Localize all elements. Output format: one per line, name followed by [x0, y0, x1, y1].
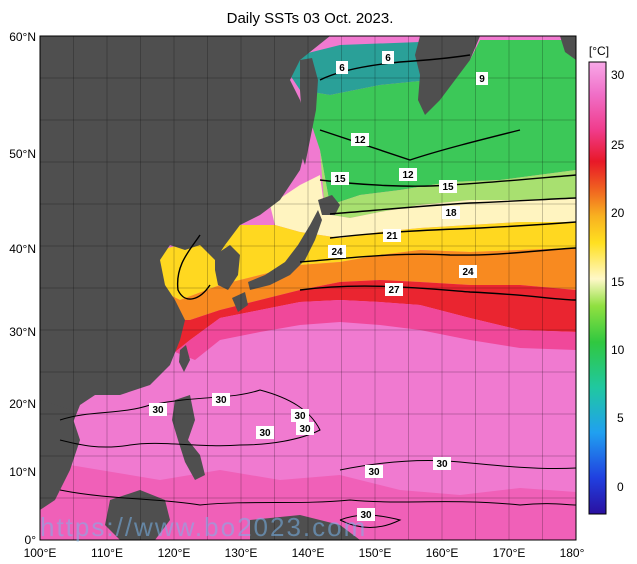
lon-tick-label: 150°E: [359, 546, 392, 560]
colorbar-tick-label: 20: [611, 206, 625, 220]
contour-label: 30: [256, 426, 274, 439]
contour-label: 30: [212, 393, 230, 406]
svg-text:18: 18: [445, 208, 457, 219]
sst-band-red: [170, 280, 576, 352]
colorbar: [°C] 30 25 20 15 10 5 0: [588, 44, 625, 515]
lon-tick-label: 170°E: [493, 546, 526, 560]
svg-text:30: 30: [294, 411, 306, 422]
svg-text:30: 30: [436, 459, 448, 470]
contour-label: 21: [383, 229, 401, 242]
colorbar-tick-label: 5: [617, 411, 624, 425]
svg-text:12: 12: [402, 170, 414, 181]
lat-tick-label: 20°N: [9, 397, 36, 411]
land-japan-honshu: [248, 210, 322, 290]
isotherm-21: [329, 221, 576, 239]
map-area: 6 6 9 12 12 15 15 18 21 24 24 27 30 30 3…: [40, 36, 576, 540]
lat-tick-label: 0°: [25, 533, 37, 547]
land-philippines: [172, 395, 205, 480]
svg-text:30: 30: [215, 395, 227, 406]
svg-text:6: 6: [385, 53, 391, 64]
svg-text:6: 6: [339, 63, 345, 74]
svg-text:27: 27: [388, 285, 400, 296]
contour-label: 15: [331, 172, 349, 185]
sst-band-green: [300, 40, 576, 205]
sst-band-yellow: [160, 222, 576, 300]
svg-text:30: 30: [299, 424, 311, 435]
sst-band-warm-pink: [175, 300, 576, 360]
svg-text:30: 30: [368, 467, 380, 478]
colorbar-tick-label: 10: [611, 343, 625, 357]
land-korea: [215, 245, 240, 290]
land-kyushu: [232, 292, 248, 312]
contour-label: 30: [291, 409, 309, 422]
svg-text:9: 9: [479, 74, 485, 85]
svg-text:30: 30: [152, 405, 164, 416]
svg-text:30: 30: [360, 510, 372, 521]
colorbar-tick-label: 25: [611, 138, 625, 152]
contour-label: 6: [382, 51, 394, 64]
svg-text:30: 30: [259, 428, 271, 439]
isotherm-lines: [176, 54, 576, 301]
colorbar-tick-label: 30: [611, 68, 625, 82]
lat-tick-label: 50°N: [9, 147, 36, 161]
contour-label: 12: [399, 168, 417, 181]
lat-tick-label: 40°N: [9, 242, 36, 256]
svg-text:24: 24: [462, 267, 474, 278]
map-frame: [39, 35, 577, 541]
contour-label: 9: [476, 72, 488, 85]
contour-label: 30: [357, 508, 375, 521]
contour-label: 27: [385, 283, 403, 296]
latitude-axis: 60°N 50°N 40°N 30°N 20°N 10°N 0°: [9, 30, 36, 547]
contour-label: 24: [459, 265, 477, 278]
colorbar-gradient: [588, 61, 607, 515]
land-taiwan: [179, 345, 190, 372]
contour-label: 24: [328, 245, 346, 258]
contour-label: 30: [433, 457, 451, 470]
colorbar-unit: [°C]: [589, 44, 609, 58]
land-borneo: [105, 490, 170, 540]
contour-labels: 6 6 9 12 12 15 15 18 21 24 24 27 30 30 3…: [149, 51, 488, 521]
map-title: Daily SSTs 03 Oct. 2023.: [226, 10, 394, 27]
land-asia: [40, 36, 330, 480]
isotherm-12: [319, 129, 521, 161]
watermark-text: https://www.bo2023.com: [40, 512, 368, 542]
lon-tick-label: 180°: [560, 546, 585, 560]
land-sakhalin: [300, 58, 318, 165]
contour-label: 6: [336, 61, 348, 74]
contour-label: 30: [149, 403, 167, 416]
contour-label: 18: [442, 206, 460, 219]
svg-text:15: 15: [334, 174, 346, 185]
svg-text:24: 24: [331, 247, 343, 258]
isotherm-27: [299, 285, 576, 301]
lon-tick-label: 140°E: [292, 546, 325, 560]
svg-text:12: 12: [354, 135, 366, 146]
isotherm-30-south: [59, 489, 576, 506]
isotherm-24: [299, 247, 576, 263]
lat-tick-label: 10°N: [9, 465, 36, 479]
colorbar-tick-label: 0: [617, 480, 624, 494]
isotherm-sea-of-japan: [176, 234, 211, 300]
lon-tick-label: 110°E: [91, 546, 123, 560]
lon-tick-label: 160°E: [426, 546, 459, 560]
contour-label: 15: [439, 180, 457, 193]
land-vietnam-coast: [40, 400, 80, 510]
lon-tick-label: 120°E: [158, 546, 191, 560]
longitude-axis: 100°E 110°E 120°E 130°E 140°E 150°E 160°…: [24, 546, 585, 560]
lon-tick-label: 130°E: [225, 546, 258, 560]
svg-text:15: 15: [442, 182, 454, 193]
land-hokkaido: [318, 195, 340, 215]
colorbar-tick-label: 15: [611, 275, 625, 289]
contour-label: 12: [351, 133, 369, 146]
lat-tick-label: 60°N: [9, 30, 36, 44]
isotherm-18: [329, 197, 576, 215]
contour-label: 30: [296, 422, 314, 435]
contour-label: 30: [365, 465, 383, 478]
graticule: [40, 36, 576, 540]
land-alaska-tip: [560, 36, 576, 60]
land-new-guinea: [250, 515, 360, 540]
svg-text:21: 21: [386, 231, 398, 242]
lon-tick-label: 100°E: [24, 546, 57, 560]
lat-tick-label: 30°N: [9, 325, 36, 339]
